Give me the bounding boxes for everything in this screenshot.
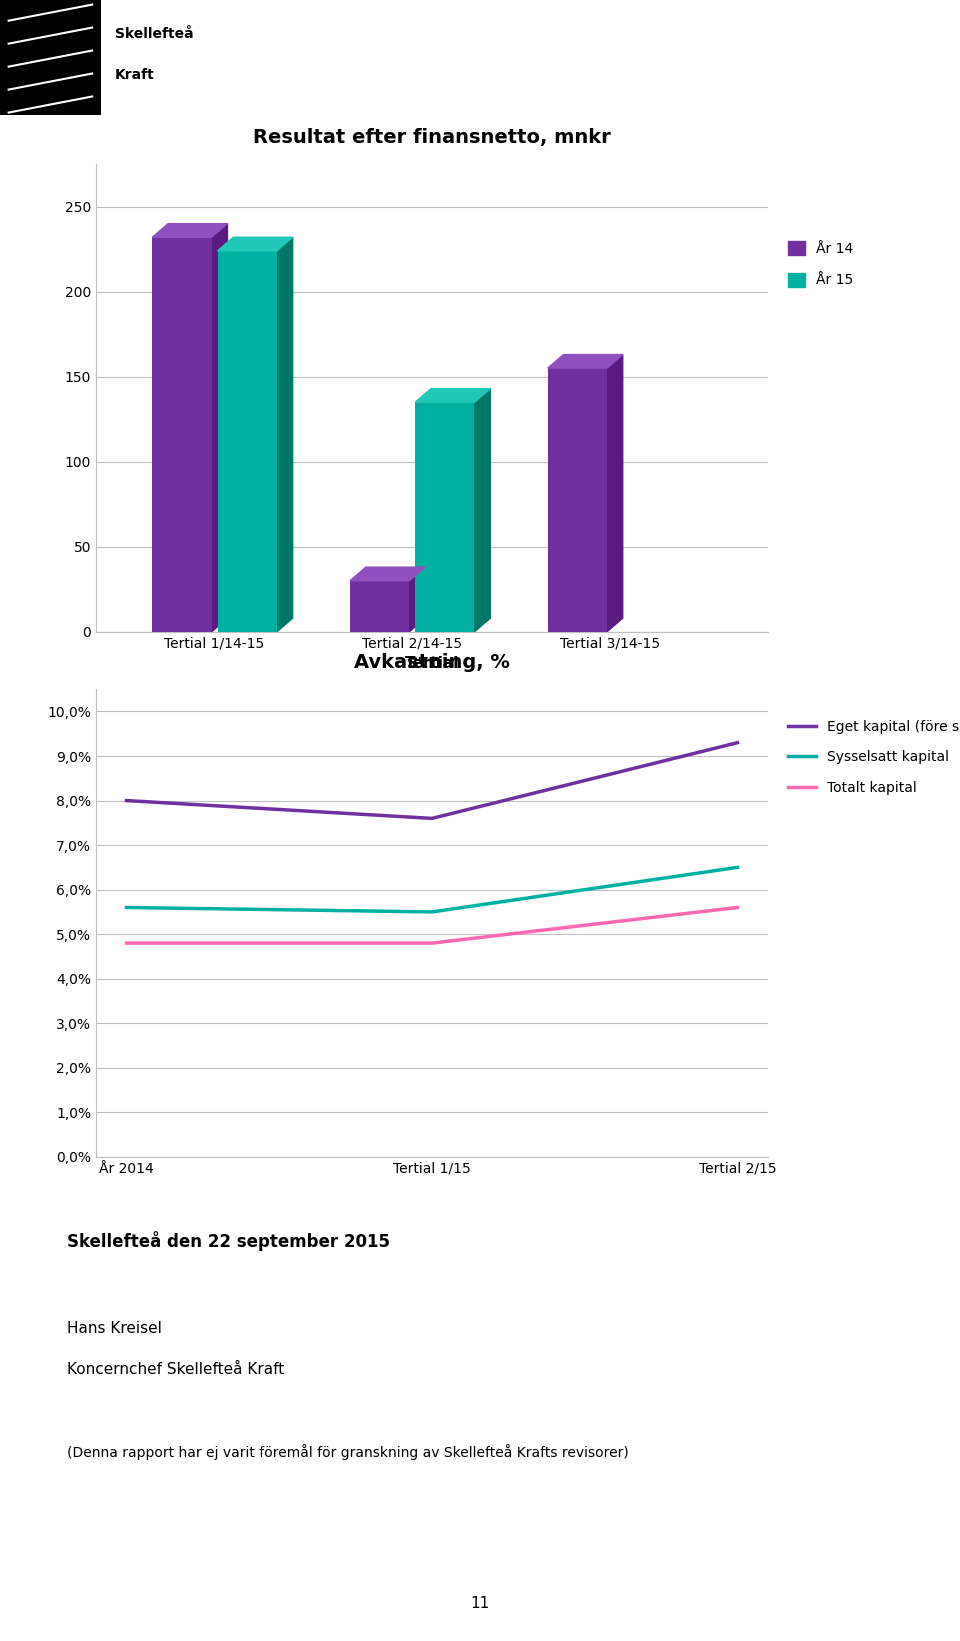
Line: Sysselsatt kapital: Sysselsatt kapital — [127, 868, 737, 912]
Polygon shape — [218, 238, 293, 251]
Eget kapital (före skatt) — [426, 809, 438, 829]
Text: Skellefteå den 22 september 2015: Skellefteå den 22 september 2015 — [67, 1231, 390, 1250]
Polygon shape — [547, 354, 623, 368]
Line: Eget kapital (före skatt): Eget kapital (före skatt) — [127, 743, 737, 819]
Polygon shape — [211, 223, 228, 632]
Polygon shape — [276, 238, 293, 632]
Legend: År 14, År 15: År 14, År 15 — [788, 241, 853, 287]
Text: Kraft: Kraft — [115, 67, 155, 82]
Polygon shape — [153, 223, 228, 238]
Polygon shape — [607, 354, 623, 632]
Line: Totalt kapital: Totalt kapital — [127, 907, 737, 944]
Text: Hans Kreisel: Hans Kreisel — [67, 1321, 162, 1336]
Sysselsatt kapital — [426, 903, 438, 922]
X-axis label: Tertial: Tertial — [405, 656, 459, 671]
Text: 11: 11 — [470, 1597, 490, 1611]
Totalt kapital — [121, 934, 132, 953]
Eget kapital (före skatt) — [732, 734, 743, 753]
Sysselsatt kapital — [732, 858, 743, 878]
Totalt kapital — [426, 934, 438, 953]
Polygon shape — [415, 389, 491, 402]
Text: Koncernchef Skellefteå Kraft: Koncernchef Skellefteå Kraft — [67, 1362, 284, 1377]
Sysselsatt kapital — [121, 898, 132, 917]
Bar — [415, 402, 474, 632]
Bar — [153, 238, 211, 632]
Bar — [350, 581, 409, 632]
Bar — [0, 0, 101, 115]
Polygon shape — [350, 568, 425, 581]
Totalt kapital — [732, 898, 743, 917]
Polygon shape — [474, 389, 491, 632]
Text: (Denna rapport har ej varit föremål för granskning av Skellefteå Krafts revisore: (Denna rapport har ej varit föremål för … — [67, 1444, 629, 1460]
Bar — [218, 251, 276, 632]
Title: Avkastning, %: Avkastning, % — [354, 653, 510, 673]
Eget kapital (före skatt) — [121, 791, 132, 811]
Polygon shape — [409, 568, 425, 632]
Bar — [547, 368, 607, 632]
Legend: Eget kapital (före skatt), Sysselsatt kapital, Totalt kapital: Eget kapital (före skatt), Sysselsatt ka… — [788, 719, 960, 794]
Title: Resultat efter finansnetto, mnkr: Resultat efter finansnetto, mnkr — [253, 128, 611, 148]
Text: Skellefteå: Skellefteå — [115, 28, 194, 41]
